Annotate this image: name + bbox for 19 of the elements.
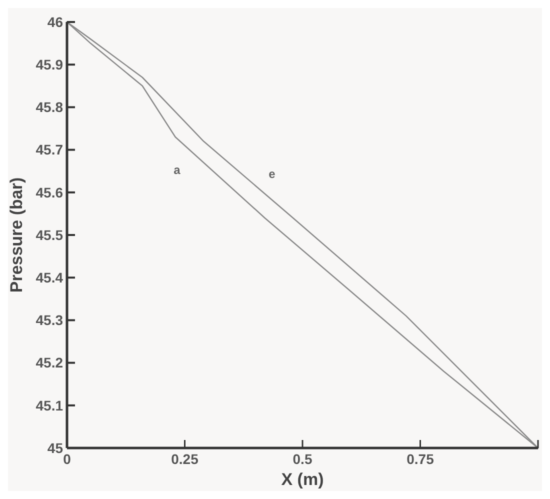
x-tick-label: 0 xyxy=(63,451,72,467)
y-tick-label: 45.5 xyxy=(36,226,64,243)
y-tick-label: 45.9 xyxy=(36,56,64,72)
y-tick-label: 45.4 xyxy=(36,270,64,286)
y-tick-label: 45.2 xyxy=(36,354,64,371)
y-axis-title: Pressure (bar) xyxy=(7,177,26,293)
x-tick-label: 0.75 xyxy=(406,451,434,467)
annotation: a xyxy=(174,163,181,177)
x-tick-label: 0.5 xyxy=(292,451,312,467)
y-tick-label: 45.3 xyxy=(36,312,64,328)
y-tick-label: 45 xyxy=(47,440,64,456)
x-tick-label: 0.25 xyxy=(171,451,199,467)
y-tick-label: 45.1 xyxy=(36,397,64,414)
annotation: e xyxy=(268,167,276,181)
x-axis-title: X (m) xyxy=(281,470,324,489)
y-tick-label: 45.6 xyxy=(36,184,64,200)
y-tick-label: 46 xyxy=(47,14,64,30)
y-tick-label: 45.7 xyxy=(36,142,64,158)
y-tick-label: 45.8 xyxy=(36,99,64,116)
